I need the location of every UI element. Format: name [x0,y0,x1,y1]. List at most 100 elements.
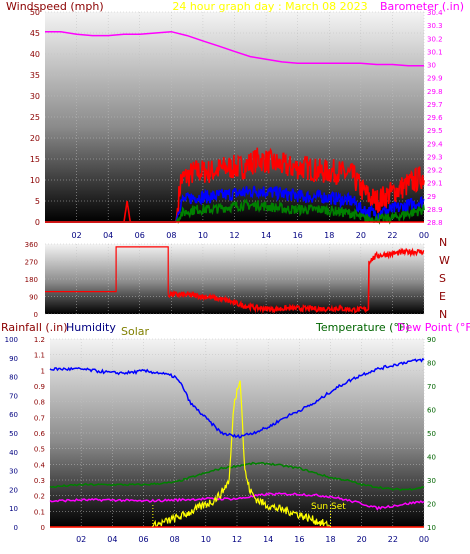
humidity-tick-label: 80 [9,374,18,382]
barometer-tick-label: 30.2 [427,35,443,43]
direction-tick-label: 180 [25,276,38,284]
rainfall-tick-label: 0.2 [34,493,45,501]
x-tick-label: 18 [324,231,334,240]
windspeed-tick-label: 20 [30,134,40,143]
windspeed-tick-label: 10 [30,176,40,185]
x-tick-label: 18 [325,535,335,544]
humidity-tick-label: 50 [9,430,18,438]
x-tick-label: 20 [356,231,366,240]
rainfall-tick-label: 0.1 [34,508,45,516]
windspeed-axis: 0 5 10 15 20 25 30 35 40 45 50 [30,8,40,227]
humidity-tick-label: 100 [5,336,18,344]
barometer-axis-title: Barometer (.in) [380,0,464,13]
windspeed-tick-label: 15 [30,155,40,164]
barometer-tick-label: 29.9 [427,75,443,83]
temperature-axis-title: Temperature (°F) [315,321,410,334]
barometer-line [45,30,424,67]
rainfall-axis: 0 0.1 0.2 0.3 0.4 0.5 0.6 0.7 0.8 0.9 1 1.1 1.2 [34,336,46,532]
windspeed-tick-label: 50 [30,8,40,17]
x-tick-label: 04 [103,231,113,240]
x-tick-label: 14 [261,231,271,240]
barometer-tick-label: 29.5 [427,127,443,135]
compass-label: N [439,236,447,249]
barometer-tick-label: 29.8 [427,88,443,96]
temperature-tick-label: 40 [427,454,436,462]
barometer-tick-label: 29.1 [427,180,443,188]
windspeed-tick-label: 35 [30,71,40,80]
rainfall-tick-label: 0.8 [34,399,45,407]
windspeed-axis-title: Windspeed (mph) [6,0,104,13]
barometer-tick-label: 29.3 [427,153,443,161]
barometer-tick-label: 30 [427,62,436,70]
temperature-axis: 10 20 30 40 50 60 70 80 90 [427,336,436,532]
windspeed-tick-label: 45 [30,29,40,38]
rainfall-tick-label: 0.7 [34,414,45,422]
x-tick-label: 02 [71,231,81,240]
barometer-axis: 28.8 28.9 29 29.1 29.2 29.3 29.4 29.5 29.6 29.7 29… [427,9,443,227]
x-tick-label: 08 [170,535,180,544]
x-tick-label: 08 [166,231,176,240]
temperature-tick-label: 30 [427,477,436,485]
x-tick-label: 16 [293,231,303,240]
compass-label: S [439,272,446,285]
dewpoint-line [49,492,425,511]
direction-tick-label: 90 [29,294,38,302]
humidity-line [49,357,425,439]
humidity-axis: 0 10 20 30 40 50 60 70 80 90 100 [5,336,18,532]
barometer-tick-label: 28.9 [427,206,443,214]
humidity-tick-label: 30 [9,468,18,476]
humidity-tick-label: 90 [9,355,18,363]
temperature-line [49,461,425,492]
compass-label: E [439,290,446,303]
rainfall-tick-label: 0.9 [34,383,45,391]
direction-tick-label: 360 [25,241,38,249]
barometer-tick-label: 28.8 [427,219,443,227]
windspeed-tick-label: 5 [35,197,40,206]
x-tick-label: 06 [135,231,145,240]
temperature-tick-label: 20 [427,501,436,509]
humidity-tick-label: 40 [9,449,18,457]
sunset-label: Sun Set [311,502,346,512]
temperature-tick-label: 60 [427,407,436,415]
chart-title: 24 hour graph day : March 08 2023 [172,0,367,13]
windspeed-tick-label: 40 [30,50,40,59]
barometer-tick-label: 29.7 [427,101,443,109]
x-tick-label: 06 [138,535,148,544]
barometer-tick-label: 29.2 [427,167,443,175]
temperature-tick-label: 10 [427,524,436,532]
rainfall-tick-label: 1.1 [34,352,45,360]
direction-panel-series [45,246,425,315]
compass-label: W [439,254,450,267]
x-tick-label: 16 [294,535,304,544]
barometer-tick-label: 30.3 [427,22,443,30]
x-tick-label: 20 [357,535,367,544]
direction-degrees-axis: 0 90 180 270 360 [25,241,38,319]
x-tick-label: 10 [201,535,211,544]
rainfall-tick-label: 0.6 [34,430,46,438]
barometer-tick-label: 30.1 [427,48,443,56]
x-tick-label: 00 [419,231,429,240]
x-tick-label: 10 [198,231,208,240]
temperature-tick-label: 90 [427,336,436,344]
direction-panel-grid [45,243,425,315]
barometer-tick-label: 30.4 [427,9,443,17]
x-tick-label: 02 [76,535,86,544]
temperature-tick-label: 80 [427,360,436,368]
barometer-tick-label: 29.4 [427,140,443,148]
humidity-axis-title: Humidity [66,321,116,334]
x-tick-label: 12 [232,535,242,544]
x-tick-label: 04 [107,535,117,544]
compass-label: N [439,308,447,321]
wind-panel-series [45,30,425,225]
x-tick-label: 14 [263,535,273,544]
barometer-tick-label: 29.6 [427,114,443,122]
direction-tick-label: 0 [34,311,38,319]
rainfall-tick-label: 1 [41,367,45,375]
climate-panel-series [49,357,425,528]
windspeed-tick-label: 30 [30,92,40,101]
x-tick-label: 22 [388,535,398,544]
climate-panel-x-axis: 02 04 06 08 10 12 14 16 18 20 22 00 [76,535,429,544]
wind-panel-x-axis: 02 04 06 08 10 12 14 16 18 20 22 00 [71,231,429,240]
